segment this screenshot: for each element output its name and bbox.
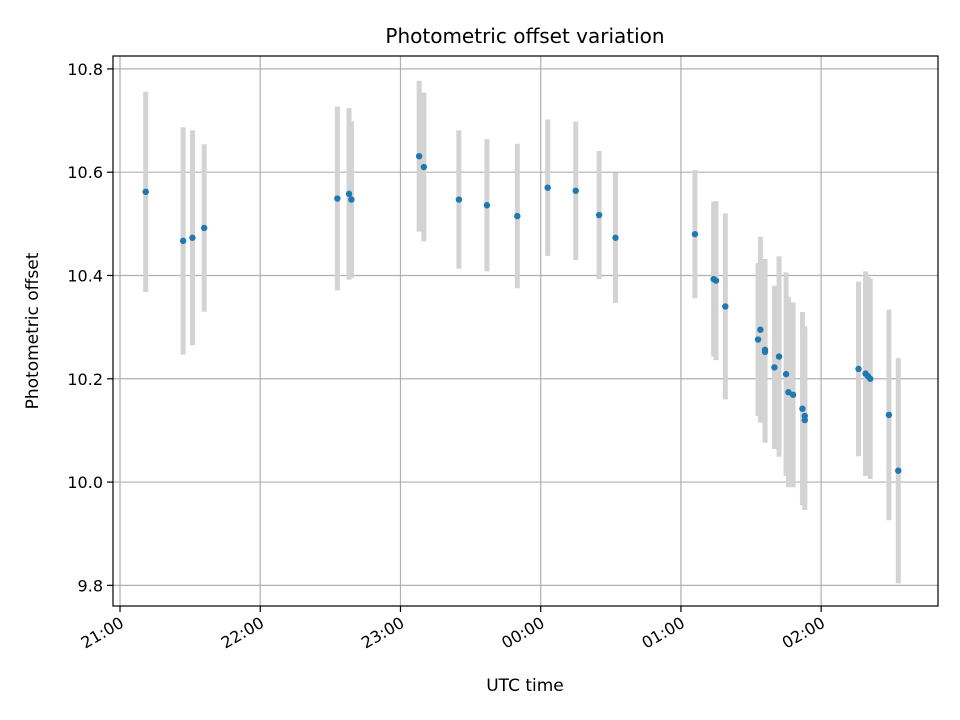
data-point bbox=[514, 212, 521, 220]
data-point bbox=[455, 196, 463, 203]
y-tick-label: 10.6 bbox=[67, 163, 103, 182]
data-point bbox=[789, 391, 797, 398]
data-point bbox=[348, 196, 355, 203]
data-point bbox=[785, 388, 792, 396]
data-point bbox=[189, 234, 196, 241]
data-point bbox=[761, 346, 769, 354]
y-tick-label: 10.0 bbox=[67, 473, 103, 492]
data-point bbox=[544, 184, 551, 191]
data-point bbox=[200, 224, 208, 232]
x-axis-title: UTC time bbox=[486, 676, 564, 696]
y-tick-label: 9.8 bbox=[78, 576, 103, 595]
data-point bbox=[572, 187, 579, 194]
data-point bbox=[722, 303, 729, 310]
data-point bbox=[782, 370, 790, 378]
grid-lines bbox=[113, 56, 938, 606]
y-axis-title: Photometric offset bbox=[23, 252, 43, 409]
data-point bbox=[420, 163, 428, 171]
y-tick-label: 10.8 bbox=[67, 60, 103, 79]
data-point bbox=[612, 234, 619, 241]
data-point bbox=[771, 364, 778, 371]
data-point bbox=[712, 277, 720, 284]
data-point bbox=[415, 152, 423, 160]
data-point bbox=[483, 202, 491, 209]
data-point bbox=[885, 411, 893, 419]
data-point bbox=[801, 412, 808, 420]
y-axis-ticks: 9.8 10.0 10.2 10.4 10.6 10.8 bbox=[67, 60, 113, 595]
data-point bbox=[142, 188, 149, 196]
data-point bbox=[691, 230, 699, 238]
y-tick-label: 10.2 bbox=[67, 370, 103, 389]
data-point bbox=[334, 195, 341, 202]
data-point bbox=[895, 467, 902, 474]
data-point bbox=[754, 336, 762, 343]
y-tick-label: 10.4 bbox=[67, 266, 103, 285]
plot-frame bbox=[112, 55, 939, 607]
chart-title: Photometric offset variation bbox=[385, 24, 664, 48]
data-point bbox=[179, 237, 187, 245]
data-point bbox=[757, 326, 764, 333]
data-points bbox=[142, 152, 902, 474]
data-point bbox=[345, 190, 353, 198]
data-point bbox=[867, 375, 874, 382]
data-point bbox=[855, 365, 862, 373]
data-point bbox=[775, 353, 783, 360]
data-point bbox=[799, 405, 806, 412]
data-point bbox=[595, 211, 603, 219]
